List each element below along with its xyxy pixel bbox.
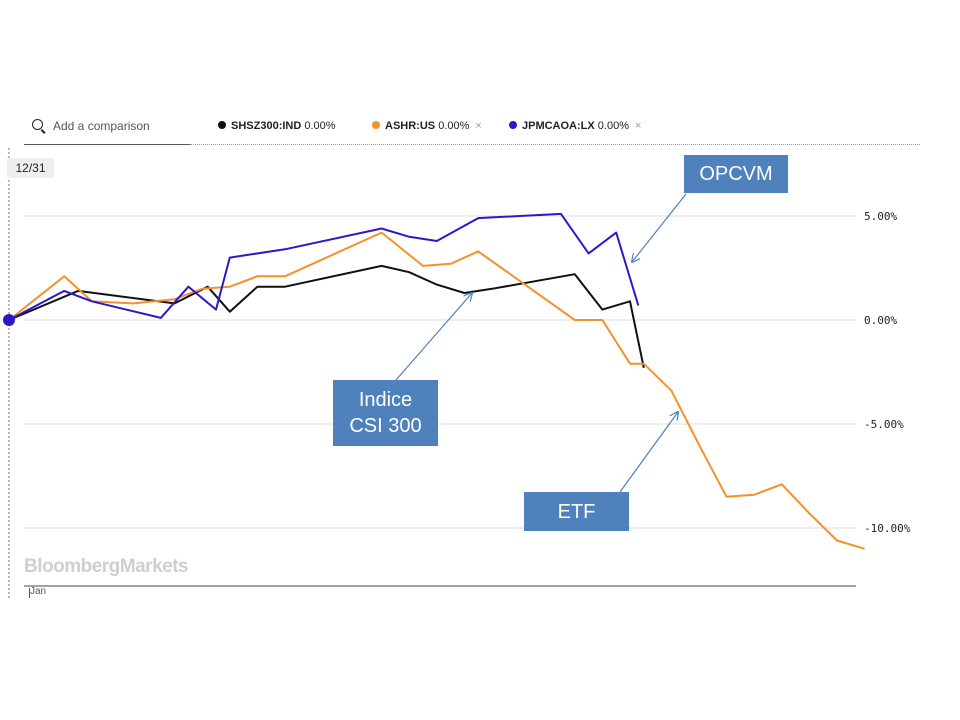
y-tick-label: 5.00% xyxy=(864,210,897,223)
start-marker xyxy=(3,314,15,326)
series-dot-icon xyxy=(218,121,226,129)
legend-change: 0.00% xyxy=(304,120,336,132)
series-line-jpmcaoa-lx xyxy=(8,212,640,321)
series-dot-icon xyxy=(372,121,380,129)
legend-ticker: JPMCAOA:LX xyxy=(522,120,595,132)
legend-item-jpmcaoa: JPMCAOA:LX 0.00% × xyxy=(509,120,641,132)
remove-series-icon[interactable]: × xyxy=(635,120,642,132)
x-tick-label: Jan xyxy=(30,586,47,597)
x-tick-mark xyxy=(29,588,30,598)
legend-change: 0.00% xyxy=(597,120,629,132)
callout-indice-line1: Indice xyxy=(358,389,413,411)
legend-item-shsz300: SHSZ300:IND 0.00% xyxy=(218,120,336,132)
callout-etf: ETF xyxy=(524,492,629,531)
legend-change: 0.00% xyxy=(438,120,470,132)
legend-ticker: ASHR:US xyxy=(385,120,436,132)
remove-series-icon[interactable]: × xyxy=(475,120,482,132)
search-icon[interactable] xyxy=(32,119,43,130)
legend-item-ashr: ASHR:US 0.00% × xyxy=(372,120,482,132)
indice-arrow xyxy=(395,293,472,381)
callout-opcvm: OPCVM xyxy=(684,155,788,193)
date-badge: 12/31 xyxy=(7,158,54,178)
y-tick-label: -10.00% xyxy=(864,522,911,535)
series-line-ashr-us xyxy=(8,231,865,550)
header-divider xyxy=(190,144,920,145)
etf-arrow xyxy=(619,412,678,493)
callout-indice-csi300: Indice CSI 300 xyxy=(333,380,438,446)
y-tick-label: 0.00% xyxy=(864,314,897,327)
search-placeholder[interactable]: Add a comparison xyxy=(53,119,150,133)
y-tick-label: -5.00% xyxy=(864,418,904,431)
bloomberg-watermark: BloombergMarkets xyxy=(24,556,189,577)
comparison-search[interactable]: Add a comparison xyxy=(24,112,190,145)
opcvm-arrow xyxy=(632,193,687,262)
series-line-shsz300-ind xyxy=(8,264,645,369)
legend-ticker: SHSZ300:IND xyxy=(231,120,302,132)
series-dot-icon xyxy=(509,121,517,129)
callout-indice-line2: CSI 300 xyxy=(349,415,422,437)
